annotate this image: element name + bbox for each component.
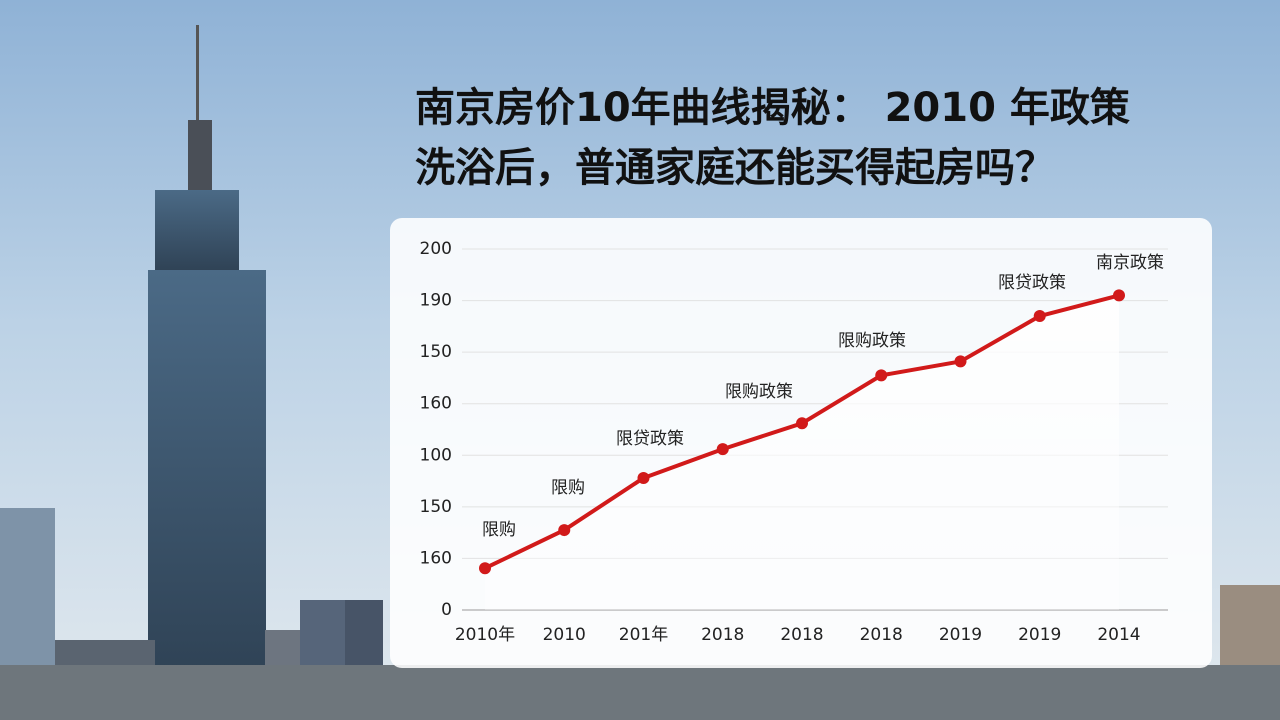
x-tick-label: 2010 xyxy=(543,625,586,645)
annotation: 南京政策 xyxy=(1096,253,1164,273)
annotation: 限购 xyxy=(482,520,516,540)
y-tick-label: 160 xyxy=(420,548,452,568)
annotation: 限购政策 xyxy=(725,382,793,402)
annotation: 限贷政策 xyxy=(616,429,684,449)
annotation: 限贷政策 xyxy=(998,273,1066,293)
y-tick-label: 100 xyxy=(420,445,452,465)
area xyxy=(485,295,1119,610)
y-tick-label: 200 xyxy=(420,239,452,259)
point xyxy=(479,562,491,575)
y-tick-label: 150 xyxy=(420,342,452,362)
x-tick-label: 201年 xyxy=(619,625,668,645)
point xyxy=(637,471,650,484)
point xyxy=(875,369,888,382)
chart-title: 南京房价10年曲线揭秘： 2010 年政策 xyxy=(415,85,1130,131)
x-tick-label: 2018 xyxy=(860,625,903,645)
x-tick-label: 2019 xyxy=(939,625,982,645)
point xyxy=(1033,310,1046,323)
y-tick-label: 0 xyxy=(441,600,452,620)
chart-title: 洗浴后，普通家庭还能买得起房吗？ xyxy=(415,145,1055,191)
y-tick-label: 160 xyxy=(420,394,452,414)
annotation: 限购 xyxy=(551,478,585,498)
skyline xyxy=(0,25,1280,720)
point xyxy=(954,355,967,368)
annotation: 限购政策 xyxy=(838,331,906,351)
point xyxy=(796,417,808,430)
point xyxy=(558,524,571,537)
x-tick-label: 2019 xyxy=(1018,625,1061,645)
x-tick-label: 2014 xyxy=(1097,625,1140,645)
x-tick-label: 2018 xyxy=(701,625,744,645)
point xyxy=(716,443,729,456)
y-tick-label: 190 xyxy=(420,291,452,311)
x-tick-label: 2010年 xyxy=(455,625,515,645)
y-tick-label: 150 xyxy=(420,497,452,517)
point xyxy=(1113,289,1125,302)
x-tick-label: 2018 xyxy=(780,625,823,645)
